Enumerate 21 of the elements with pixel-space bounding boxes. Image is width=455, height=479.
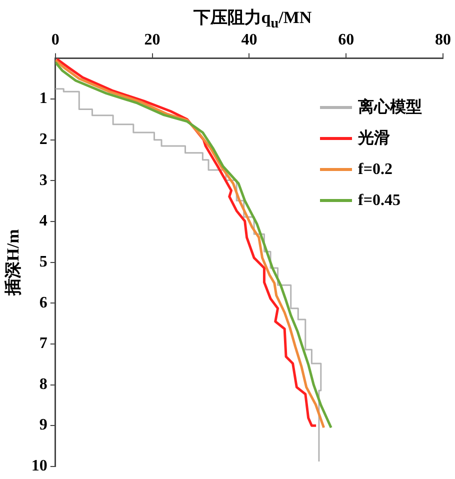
legend-label: f=0.2 bbox=[358, 160, 392, 178]
y-tick-label: 4 bbox=[39, 212, 48, 230]
y-tick-label: 6 bbox=[39, 294, 48, 312]
x-tick-label: 0 bbox=[51, 32, 60, 49]
y-tick-label: 9 bbox=[39, 416, 48, 434]
legend-label: f=0.45 bbox=[358, 192, 400, 210]
y-tick-label: 5 bbox=[39, 253, 48, 270]
x-tick-label: 60 bbox=[338, 32, 354, 49]
x-tick-label: 40 bbox=[241, 32, 258, 49]
legend-label: 光滑 bbox=[358, 128, 390, 149]
x-tick-label: 20 bbox=[144, 32, 160, 49]
y-axis-title: 插深H/m bbox=[4, 229, 23, 296]
y-tick-label: 7 bbox=[39, 335, 48, 352]
y-tick-label: 8 bbox=[39, 376, 48, 393]
x-tick-label: 80 bbox=[435, 32, 451, 49]
y-tick-label: 3 bbox=[39, 172, 48, 189]
x-axis-title: 下压阻力q$_{u}$/MN bbox=[192, 7, 313, 32]
y-tick-label: 1 bbox=[39, 90, 48, 108]
legend-label: 离心模型 bbox=[358, 97, 422, 118]
y-tick-label: 10 bbox=[31, 458, 48, 475]
y-tick-label: 2 bbox=[39, 130, 48, 148]
